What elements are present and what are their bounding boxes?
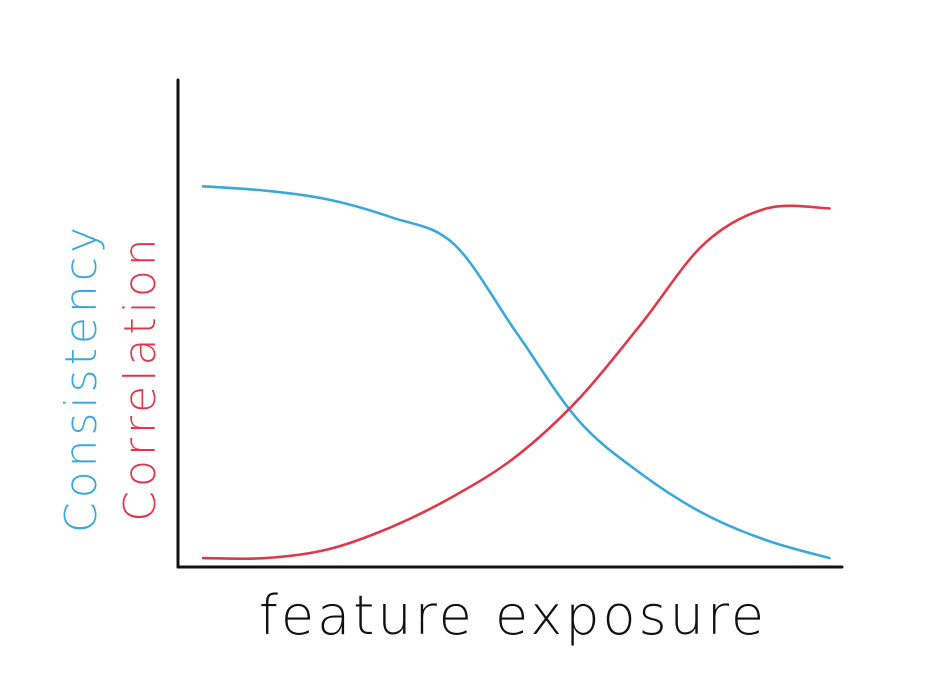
series-line-correlation xyxy=(201,204,831,561)
y-axis-label-correlation: Correlation xyxy=(115,234,166,521)
series-group xyxy=(201,185,831,561)
axes xyxy=(176,78,844,569)
series-line-consistency xyxy=(201,185,831,560)
x-axis-label: feature exposure xyxy=(259,584,767,647)
y-axis-label-consistency: Consistency xyxy=(56,223,107,533)
axis-labels: feature exposure Consistency Correlation xyxy=(56,223,767,647)
